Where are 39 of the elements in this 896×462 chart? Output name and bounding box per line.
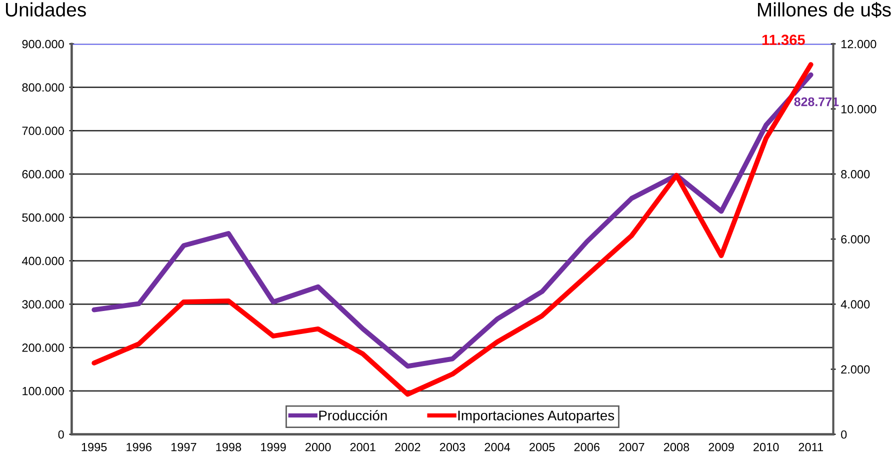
x-tick-label: 1998 (216, 442, 242, 452)
y-tick-label: 900.000 (22, 40, 64, 48)
y2-tick-label: 2.000 (841, 365, 870, 374)
x-tick-label: 2007 (619, 442, 644, 452)
y-tick-label: 800.000 (22, 83, 64, 92)
y-tick-label: 0 (58, 430, 64, 439)
y2-tick-label: 6.000 (841, 235, 870, 244)
x-tick-label: 2003 (440, 442, 466, 452)
x-tick-label: 1997 (171, 442, 196, 452)
y2-tick-label: 4.000 (840, 300, 870, 309)
x-tick-label: 2001 (350, 442, 376, 452)
legend-label: Producción (319, 410, 387, 420)
x-tick-label: 2011 (798, 442, 823, 452)
x-tick-label: 1999 (261, 442, 286, 452)
x-tick-label: 2010 (754, 442, 779, 452)
y-tick-label: 700.000 (22, 126, 64, 136)
y-axis-title: Unidades (6, 2, 86, 17)
y-tick-label: 500.000 (22, 213, 64, 222)
data-label: 11.365 (762, 34, 805, 46)
y2-tick-label: 12.000 (841, 40, 876, 48)
x-tick-label: 2004 (484, 442, 510, 452)
y-tick-label: 400.000 (22, 256, 64, 266)
y2-axis-title: Millones de u$s (758, 2, 891, 18)
x-tick-label: 2006 (574, 442, 600, 452)
y2-tick-label: 0 (841, 430, 847, 439)
x-tick-label: 1995 (82, 442, 107, 452)
legend-label: Importaciones Autopartes (458, 410, 614, 424)
x-tick-label: 2008 (664, 442, 690, 452)
y2-tick-label: 8.000 (841, 170, 870, 178)
x-tick-label: 1996 (126, 442, 152, 452)
x-tick-label: 2000 (306, 442, 331, 452)
y-tick-label: 600.000 (22, 170, 64, 178)
x-tick-label: 2009 (708, 442, 734, 452)
y2-tick-label: 10.000 (841, 104, 876, 114)
x-tick-label: 2005 (530, 442, 555, 452)
y-tick-label: 100.000 (22, 386, 64, 396)
y-tick-label: 200.000 (22, 344, 64, 352)
y-tick-label: 300.000 (22, 300, 64, 309)
x-tick-label: 2002 (395, 442, 420, 452)
